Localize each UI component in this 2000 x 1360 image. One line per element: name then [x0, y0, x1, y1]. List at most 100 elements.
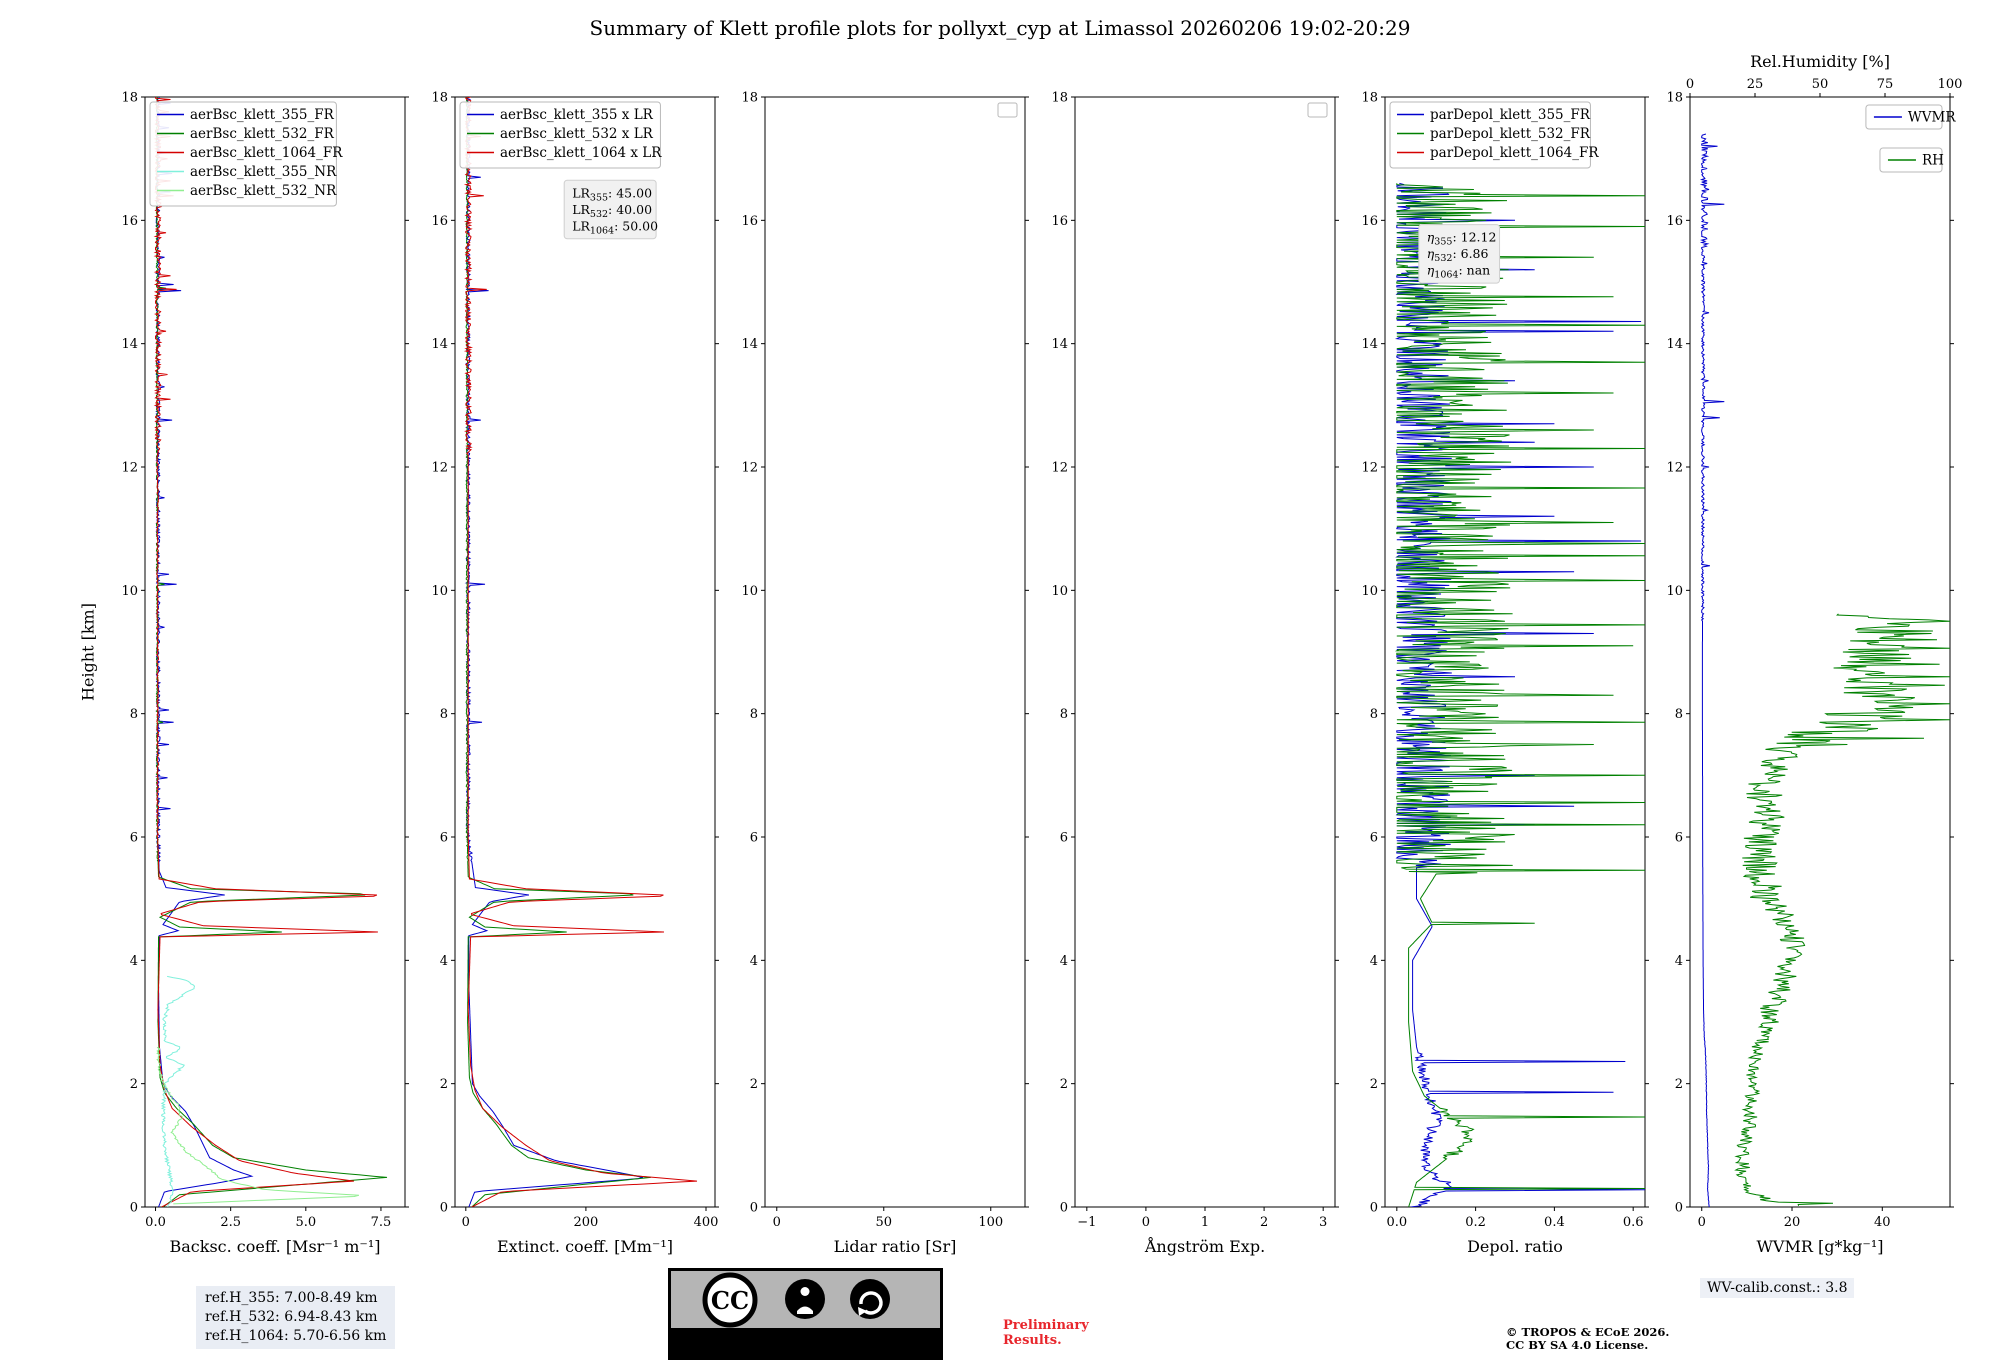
annotation-line: η1064: nan — [1427, 263, 1490, 281]
y-tick-label: 10 — [121, 584, 138, 599]
figure-title: Summary of Klett profile plots for polly… — [589, 16, 1411, 40]
y-tick-label: 2 — [440, 1077, 448, 1092]
y-tick-label: 16 — [1666, 214, 1683, 229]
top-tick-label: 0 — [1686, 77, 1694, 92]
x-tick-label: 5.0 — [295, 1215, 316, 1230]
y-tick-label: 6 — [1370, 831, 1378, 846]
series-parDepol_klett_532_FR — [1394, 183, 1645, 1207]
y-tick-label: 0 — [1675, 1201, 1683, 1216]
y-tick-label: 12 — [121, 461, 138, 476]
series-RH — [1734, 613, 1950, 1206]
y-tick-label: 8 — [1370, 707, 1378, 722]
top-tick-label: 50 — [1812, 77, 1829, 92]
x-tick-label: 3 — [1319, 1215, 1327, 1230]
y-tick-label: 8 — [1060, 707, 1068, 722]
x-axis-label: Backsc. coeff. [Msr⁻¹ m⁻¹] — [169, 1237, 380, 1256]
y-tick-label: 18 — [121, 91, 138, 106]
y-tick-label: 14 — [741, 337, 758, 352]
y-tick-label: 4 — [130, 954, 138, 969]
y-tick-label: 2 — [1675, 1077, 1683, 1092]
annotation-line: LR532: 40.00 — [572, 202, 652, 220]
x-axis-label: WVMR [g*kg⁻¹] — [1756, 1237, 1883, 1256]
legend: aerBsc_klett_355_FR aerBsc_klett_532_FRae… — [149, 101, 343, 207]
x-tick-label: −1 — [1077, 1215, 1096, 1230]
legend-label: aerBsc_klett_532_FR — [190, 126, 335, 142]
legend-label: RH — [1922, 153, 1944, 169]
x-axis-label: Extinct. coeff. [Mm⁻¹] — [497, 1237, 673, 1256]
y-tick-label: 14 — [1666, 337, 1683, 352]
panel-extinction: 0 2 4 6 8 10 12 14 16 18 0 200 400 Extinct. coeff. [M… — [431, 91, 719, 1256]
by-label: BY — [792, 1336, 819, 1356]
y-tick-label: 10 — [741, 584, 758, 599]
legend-label: aerBsc_klett_355_FR — [190, 107, 335, 123]
y-tick-label: 2 — [130, 1077, 138, 1092]
legend-label: aerBsc_klett_355_NR — [190, 164, 337, 180]
y-tick-label: 8 — [1675, 707, 1683, 722]
x-tick-label: 0.4 — [1544, 1215, 1565, 1230]
legend-label: aerBsc_klett_532 x LR — [500, 126, 654, 142]
x-tick-label: 2.5 — [220, 1215, 241, 1230]
x-tick-label: 0.2 — [1465, 1215, 1486, 1230]
x-tick-label: 50 — [875, 1215, 892, 1230]
y-tick-label: 2 — [1370, 1077, 1378, 1092]
legend-label: parDepol_klett_355_FR — [1430, 107, 1591, 123]
y-tick-label: 12 — [741, 461, 758, 476]
plot-frame — [454, 96, 716, 1208]
x-tick-label: 200 — [573, 1215, 598, 1230]
axes: 0 2 4 6 8 10 12 14 16 18 0 20 40 — [1666, 91, 1954, 1230]
legend-label: aerBsc_klett_355 x LR — [500, 107, 654, 123]
plot-frame — [144, 96, 406, 1208]
series-WVMR — [1699, 133, 1725, 1207]
x-tick-label: 0 — [1142, 1215, 1150, 1230]
y-tick-label: 10 — [1051, 584, 1068, 599]
sa-label: SA — [857, 1336, 883, 1356]
y-tick-label: 6 — [750, 831, 758, 846]
legend-label: aerBsc_klett_1064_FR — [190, 145, 343, 161]
y-tick-label: 2 — [1060, 1077, 1068, 1092]
plot-frame — [764, 96, 1026, 1208]
series-aerBsc_klett_1064_x_LR — [463, 97, 698, 1207]
x-tick-label: 0.6 — [1623, 1215, 1644, 1230]
ref-height-355: ref.H_355: 7.00-8.49 km — [205, 1290, 378, 1306]
legend-label: parDepol_klett_1064_FR — [1430, 145, 1599, 161]
y-tick-label: 18 — [1666, 91, 1683, 106]
x-tick-label: 0.0 — [145, 1215, 166, 1230]
x-axis-label: Depol. ratio — [1467, 1237, 1563, 1256]
annotation-line: η355: 12.12 — [1427, 230, 1497, 248]
cc-icon: CC — [702, 1272, 758, 1328]
legend-empty — [1307, 102, 1328, 118]
legend-label: aerBsc_klett_532_NR — [190, 183, 337, 199]
y-tick-label: 4 — [1675, 954, 1683, 969]
legend: aerBsc_klett_355 x LR aerBsc_klett_532 x … — [459, 101, 662, 169]
cc-badge-graphic: CC BY SA — [668, 1268, 943, 1360]
axes: 0 2 4 6 8 10 12 14 16 18 0.0 2.5 5.0 7.5 — [121, 91, 409, 1230]
y-tick-label: 6 — [1675, 831, 1683, 846]
y-tick-label: 6 — [1060, 831, 1068, 846]
y-tick-label: 10 — [431, 584, 448, 599]
y-tick-label: 4 — [750, 954, 758, 969]
y-tick-label: 12 — [1051, 461, 1068, 476]
top-tick-label: 100 — [1938, 77, 1963, 92]
legend-empty — [997, 102, 1018, 118]
series-aerBsc_klett_532_x_LR — [465, 97, 651, 1207]
legend: WVMR — [1865, 104, 1956, 130]
y-tick-label: 4 — [1060, 954, 1068, 969]
y-tick-label: 14 — [1051, 337, 1068, 352]
y-tick-label: 4 — [1370, 954, 1378, 969]
x-tick-label: 2 — [1260, 1215, 1268, 1230]
y-tick-label: 2 — [750, 1077, 758, 1092]
plot-frame — [1074, 96, 1336, 1208]
y-tick-label: 18 — [1361, 91, 1378, 106]
y-tick-label: 18 — [1051, 91, 1068, 106]
y-tick-label: 0 — [440, 1201, 448, 1216]
cc-license-badge: CC BY SA — [668, 1268, 943, 1360]
wv-calibration-note: WV-calib.const.: 3.8 — [1700, 1278, 1855, 1298]
axes: 0 2 4 6 8 10 12 14 16 18 0 200 400 — [431, 91, 719, 1230]
legend-label: WVMR — [1908, 110, 1956, 126]
